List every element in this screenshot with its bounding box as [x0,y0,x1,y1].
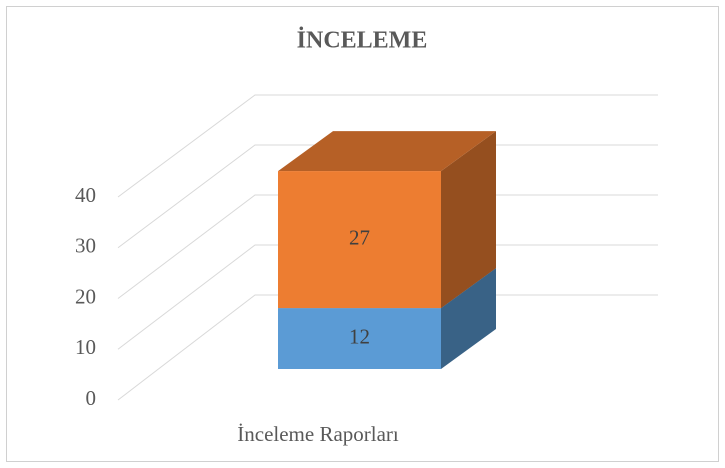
y-tick-label: 0 [86,386,97,410]
grid-line [117,94,658,198]
grid-line [117,244,658,350]
bar [278,308,441,369]
x-tick-label: İnceleme Raporları [237,422,399,446]
grid-line [117,294,658,401]
data-label: 12 [349,324,370,348]
bar-side [441,131,496,309]
bar-top [278,131,496,172]
y-tick-label: 20 [75,284,96,308]
chart-title: İNCELEME [297,28,428,54]
y-tick-label: 30 [75,234,96,258]
bar [278,171,441,309]
grid-line [117,194,658,299]
data-label: 27 [349,225,370,249]
bar-side [441,268,496,369]
y-tick-label: 40 [75,183,96,207]
grid-line [117,144,658,249]
y-tick-label: 10 [75,335,96,359]
